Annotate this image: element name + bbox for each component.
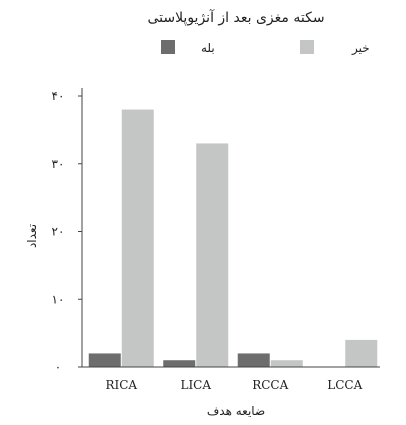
bars: [88, 109, 378, 368]
legend: بله خیر: [161, 40, 370, 56]
x-tick-label: RICA: [105, 378, 137, 392]
y-tick-label: ۳۰: [52, 157, 65, 171]
x-tick-label: RCCA: [252, 378, 288, 392]
x-axis-label: ضایعه هدف: [207, 404, 265, 418]
x-tick-label: LCCA: [327, 378, 362, 392]
legend-swatch-no: [300, 40, 314, 54]
chart-title: سکته مغزی بعد از آنژیوپلاستی: [147, 9, 324, 26]
x-axis-ticks: RICA LICA RCCA LCCA: [105, 378, 362, 392]
bar-rcca-yes: [237, 353, 270, 367]
legend-label-no: خیر: [351, 41, 370, 56]
bar-rica-yes: [88, 353, 121, 367]
bar-lica-yes: [163, 360, 196, 367]
y-axis-label: تعداد: [25, 224, 39, 248]
y-tick-label: ۱۰: [52, 292, 65, 306]
y-axis-ticks: ۰ ۱۰ ۲۰ ۳۰ ۴۰: [52, 89, 82, 374]
bar-rica-no: [121, 109, 154, 368]
bar-lica-no: [196, 143, 229, 367]
y-tick-label: ۰: [55, 360, 61, 374]
y-tick-label: ۴۰: [52, 89, 65, 103]
bar-rcca-no: [270, 360, 303, 367]
bar-lcca-no: [345, 339, 378, 367]
y-tick-label: ۲۰: [52, 225, 65, 239]
x-tick-label: LICA: [180, 378, 211, 392]
legend-label-yes: بله: [201, 41, 215, 55]
legend-swatch-yes: [161, 40, 175, 54]
